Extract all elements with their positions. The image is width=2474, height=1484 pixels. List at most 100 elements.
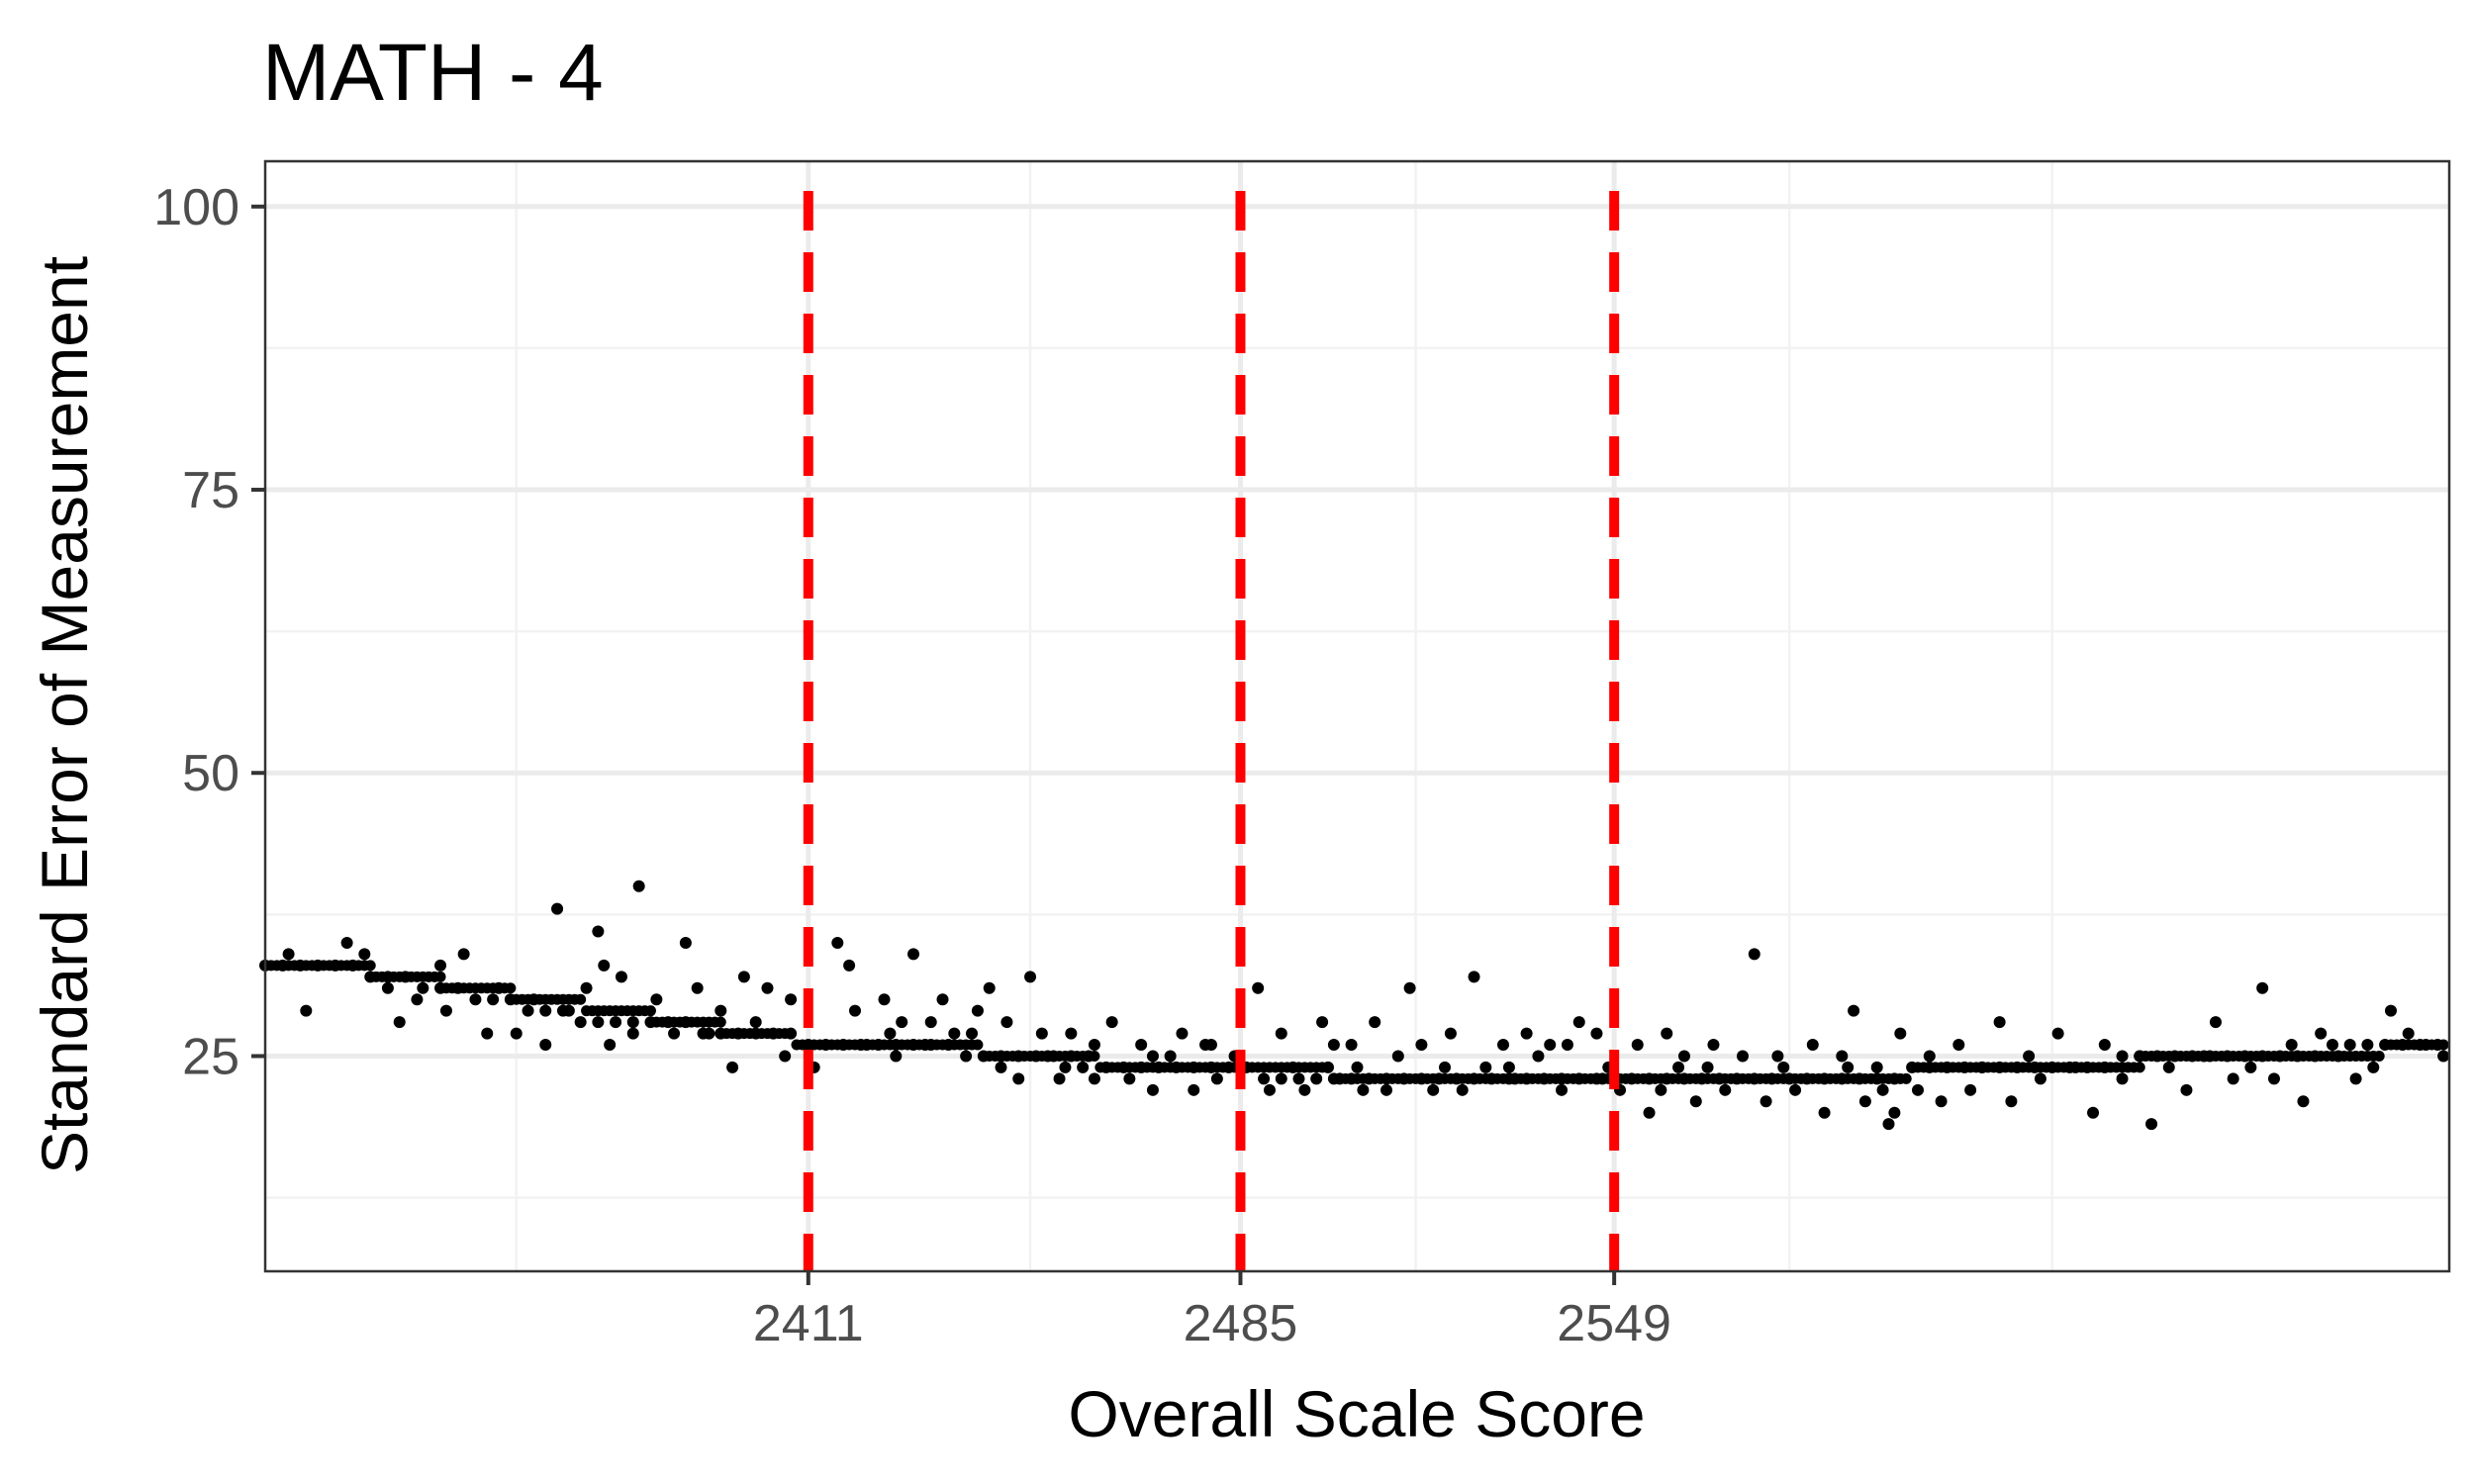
data-point [1035,1027,1048,1040]
data-point [1258,1072,1271,1085]
data-point [924,1016,937,1029]
data-point [451,981,464,994]
data-point [469,993,482,1006]
data-point [2023,1050,2036,1063]
data-point [977,1050,990,1063]
data-point [2209,1016,2222,1029]
data-point [1736,1050,1749,1063]
data-point [457,948,470,961]
data-point [1024,971,1037,983]
data-point [626,1016,639,1029]
data-point [1672,1061,1685,1073]
data-point [1012,1072,1025,1085]
data-point [1363,1072,1376,1085]
data-point [1310,1072,1323,1085]
data-point [1415,1072,1428,1085]
data-point [936,993,949,1006]
data-point [1888,1106,1901,1119]
data-point [860,1039,873,1052]
data-point [749,1016,762,1029]
data-point [1298,1083,1311,1096]
data-point [1975,1061,1988,1073]
data-point [1625,1072,1638,1085]
data-point [1836,1050,1849,1063]
y-tick-label: 75 [182,462,239,519]
data-point [2005,1095,2018,1108]
data-point [1351,1061,1364,1073]
data-point [2384,1004,2397,1017]
data-point [2309,1050,2322,1063]
data-point [399,971,412,983]
data-point [1450,1072,1463,1085]
data-point [1993,1016,2006,1029]
data-point [1858,1095,1871,1108]
data-point [1427,1083,1440,1096]
data-point [2267,1072,2280,1085]
data-point [1935,1095,1948,1108]
data-point [1088,1039,1100,1052]
data-point [2343,1039,2356,1052]
data-point [831,936,844,949]
data-point [761,981,774,994]
data-point [2285,1039,2298,1052]
data-point [714,1027,727,1040]
data-point [2297,1095,2310,1108]
data-point [1485,1072,1498,1085]
data-point [2221,1050,2234,1063]
data-point [779,1050,792,1063]
data-point [1468,1072,1480,1085]
data-point [300,1004,313,1017]
data-point [1333,1072,1346,1085]
data-point [948,1027,961,1040]
data-point [1520,1072,1533,1085]
data-point [1941,1061,1953,1073]
data-point [1345,1039,1358,1052]
data-point [2098,1061,2111,1073]
data-point [1263,1083,1276,1096]
data-point [1870,1061,1883,1073]
data-point [1789,1083,1802,1096]
data-point [493,981,506,994]
data-point [1345,1072,1358,1085]
data-point [1170,1061,1183,1073]
data-point [942,1039,955,1052]
data-point [1210,1072,1223,1085]
data-point [2180,1083,2193,1096]
data-point [1561,1039,1573,1052]
data-point [2034,1072,2046,1085]
x-tick-label: 2485 [1184,1295,1298,1352]
data-point [1818,1106,1831,1119]
data-point [1906,1061,1919,1073]
data-point [878,993,891,1006]
data-point [749,1027,762,1040]
data-point [604,1039,617,1052]
data-point [1433,1072,1446,1085]
data-point [1520,1027,1533,1040]
data-point [1596,1072,1609,1085]
data-point [1777,1061,1790,1073]
data-point [1719,1083,1732,1096]
data-point [1713,1072,1726,1085]
data-point [393,1016,406,1029]
y-tick-label: 25 [182,1028,239,1085]
data-point [539,1039,552,1052]
data-point [714,1004,727,1017]
data-point [644,1005,656,1017]
data-point [2134,1062,2145,1073]
data-point [1853,1072,1865,1085]
data-point [381,971,394,983]
data-point [644,1016,657,1029]
data-point [574,1016,587,1029]
data-point [1842,1061,1855,1073]
data-point [679,936,692,949]
data-point [1146,1083,1159,1096]
data-point [837,1039,850,1052]
data-point [1643,1106,1656,1119]
data-point [1088,1072,1100,1085]
data-point [2291,1050,2304,1063]
data-point [1958,1061,1971,1073]
data-point [1439,1061,1452,1073]
data-point [364,960,376,972]
data-point [2331,1050,2344,1063]
